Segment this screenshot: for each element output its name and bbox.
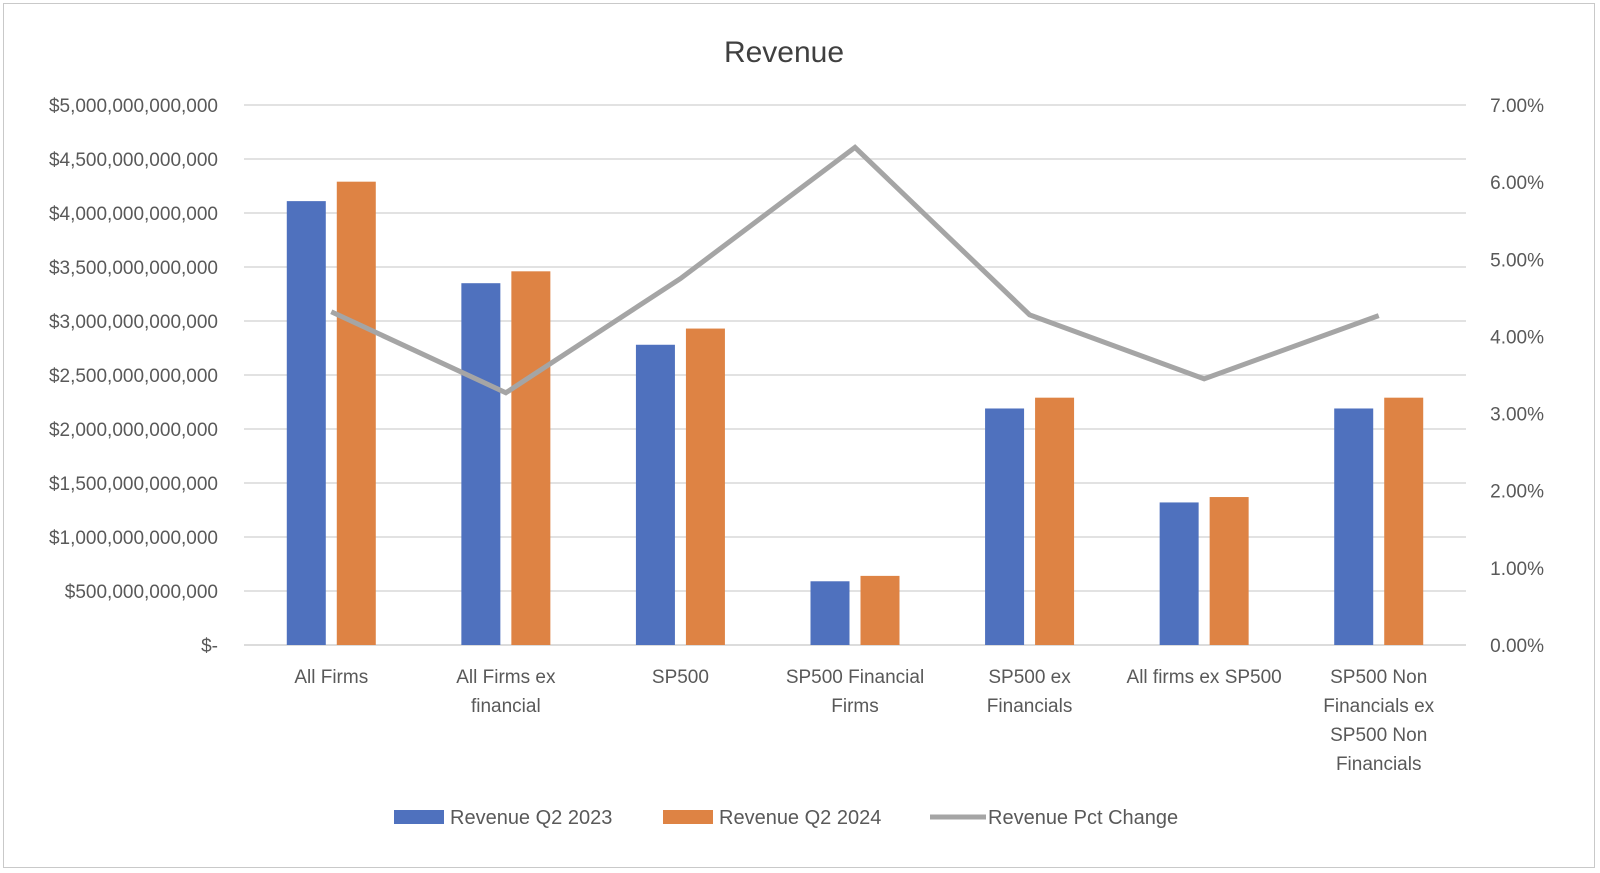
category-label: Firms xyxy=(831,696,878,717)
y-right-tick-label: 4.00% xyxy=(1490,327,1544,348)
chart-svg: Revenue $- $500,000,000,000 $1,000,000,000… xyxy=(49,36,1544,829)
bar-q2-2023 xyxy=(1159,502,1199,645)
y-left-tick-label: $3,500,000,000,000 xyxy=(49,258,218,279)
legend-label: Revenue Pct Change xyxy=(988,807,1178,829)
legend-swatch xyxy=(394,810,444,824)
legend-swatch xyxy=(663,810,713,824)
bar-series xyxy=(286,181,1424,645)
category-label: SP500 ex xyxy=(988,667,1071,688)
bar-q2-2023 xyxy=(461,283,501,645)
category-axis: All Firms All Firms ex financial SP500 SP500… xyxy=(294,667,1434,775)
y-left-tick-label: $4,000,000,000,000 xyxy=(49,204,218,225)
bar-q2-2023 xyxy=(1334,408,1374,645)
category-label: SP500 Non xyxy=(1330,667,1427,688)
left-axis: $- $500,000,000,000 $1,000,000,000,000 $1,5… xyxy=(49,96,218,657)
y-right-tick-label: 2.00% xyxy=(1490,482,1544,503)
bar-q2-2024 xyxy=(1035,397,1075,645)
y-right-tick-label: 7.00% xyxy=(1490,96,1544,117)
grid-lines xyxy=(244,104,1466,646)
bar-q2-2023 xyxy=(985,408,1025,645)
category-label: All firms ex SP500 xyxy=(1127,667,1282,688)
category-label: Financials xyxy=(987,696,1073,717)
y-right-tick-label: 5.00% xyxy=(1490,250,1544,271)
bar-q2-2024 xyxy=(511,271,551,645)
bar-q2-2024 xyxy=(1209,497,1249,645)
y-right-tick-label: 6.00% xyxy=(1490,173,1544,194)
category-label: SP500 Financial xyxy=(786,667,924,688)
y-left-tick-label: $5,000,000,000,000 xyxy=(49,96,218,117)
chart-frame: Revenue $- $500,000,000,000 $1,000,000,000… xyxy=(3,3,1595,868)
y-right-tick-label: 3.00% xyxy=(1490,405,1544,426)
y-right-tick-label: 0.00% xyxy=(1490,636,1544,657)
right-axis: 0.00% 1.00% 2.00% 3.00% 4.00% 5.00% 6.00% 7.00% xyxy=(1490,96,1544,657)
category-label: SP500 Non xyxy=(1330,725,1427,746)
y-left-tick-label: $4,500,000,000,000 xyxy=(49,150,218,171)
category-label: financial xyxy=(471,696,541,717)
bar-q2-2023 xyxy=(810,581,850,645)
y-left-tick-label: $2,500,000,000,000 xyxy=(49,366,218,387)
bar-q2-2024 xyxy=(1384,397,1424,645)
legend-label: Revenue Q2 2024 xyxy=(719,807,881,829)
chart-title: Revenue xyxy=(724,36,844,69)
bar-q2-2024 xyxy=(685,328,725,645)
legend: Revenue Q2 2023 Revenue Q2 2024 Revenue Pc… xyxy=(394,807,1178,829)
bar-q2-2023 xyxy=(635,344,675,645)
bar-q2-2024 xyxy=(336,181,376,645)
category-label: All Firms ex xyxy=(456,667,556,688)
y-left-tick-label: $3,000,000,000,000 xyxy=(49,312,218,333)
category-label: All Firms xyxy=(294,667,368,688)
y-left-tick-label: $- xyxy=(201,636,218,657)
y-right-tick-label: 1.00% xyxy=(1490,559,1544,580)
bar-q2-2023 xyxy=(286,201,326,645)
line-series xyxy=(330,144,1380,396)
category-label: Financials ex xyxy=(1323,696,1434,717)
legend-label: Revenue Q2 2023 xyxy=(450,807,612,829)
y-left-tick-label: $1,000,000,000,000 xyxy=(49,528,218,549)
y-left-tick-label: $2,000,000,000,000 xyxy=(49,420,218,441)
bar-q2-2024 xyxy=(860,575,900,645)
y-left-tick-label: $500,000,000,000 xyxy=(65,582,218,603)
y-left-tick-label: $1,500,000,000,000 xyxy=(49,474,218,495)
category-label: Financials xyxy=(1336,754,1422,775)
category-label: SP500 xyxy=(652,667,709,688)
